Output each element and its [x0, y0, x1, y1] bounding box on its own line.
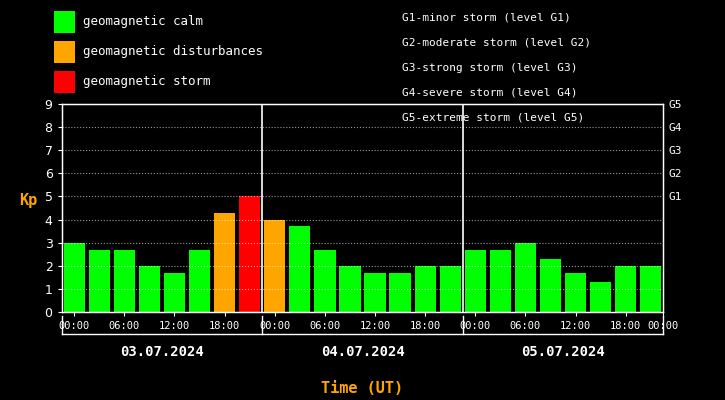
- Text: Time (UT): Time (UT): [321, 381, 404, 396]
- Bar: [590, 282, 611, 312]
- Bar: [138, 266, 160, 312]
- Bar: [64, 243, 85, 312]
- Bar: [465, 250, 486, 312]
- Bar: [289, 226, 310, 312]
- Text: G2-moderate storm (level G2): G2-moderate storm (level G2): [402, 38, 592, 48]
- Text: geomagnetic calm: geomagnetic calm: [83, 16, 204, 28]
- Bar: [540, 259, 561, 312]
- Text: geomagnetic storm: geomagnetic storm: [83, 76, 211, 88]
- Bar: [239, 196, 260, 312]
- Text: 05.07.2024: 05.07.2024: [521, 345, 605, 359]
- Y-axis label: Kp: Kp: [19, 193, 37, 208]
- Text: G4-severe storm (level G4): G4-severe storm (level G4): [402, 88, 578, 98]
- Text: geomagnetic disturbances: geomagnetic disturbances: [83, 46, 263, 58]
- Bar: [264, 220, 286, 312]
- Bar: [339, 266, 360, 312]
- Bar: [164, 273, 185, 312]
- Bar: [114, 250, 135, 312]
- Text: G3-strong storm (level G3): G3-strong storm (level G3): [402, 63, 578, 73]
- Bar: [189, 250, 210, 312]
- Text: G5-extreme storm (level G5): G5-extreme storm (level G5): [402, 112, 584, 122]
- Text: 04.07.2024: 04.07.2024: [320, 345, 405, 359]
- Bar: [490, 250, 511, 312]
- Bar: [389, 273, 411, 312]
- Text: G1-minor storm (level G1): G1-minor storm (level G1): [402, 13, 571, 23]
- Bar: [314, 250, 336, 312]
- Bar: [565, 273, 587, 312]
- Bar: [439, 266, 461, 312]
- Bar: [640, 266, 661, 312]
- Bar: [615, 266, 637, 312]
- Bar: [88, 250, 110, 312]
- Text: 03.07.2024: 03.07.2024: [120, 345, 204, 359]
- Bar: [515, 243, 536, 312]
- Bar: [365, 273, 386, 312]
- Bar: [415, 266, 436, 312]
- Bar: [214, 213, 235, 312]
